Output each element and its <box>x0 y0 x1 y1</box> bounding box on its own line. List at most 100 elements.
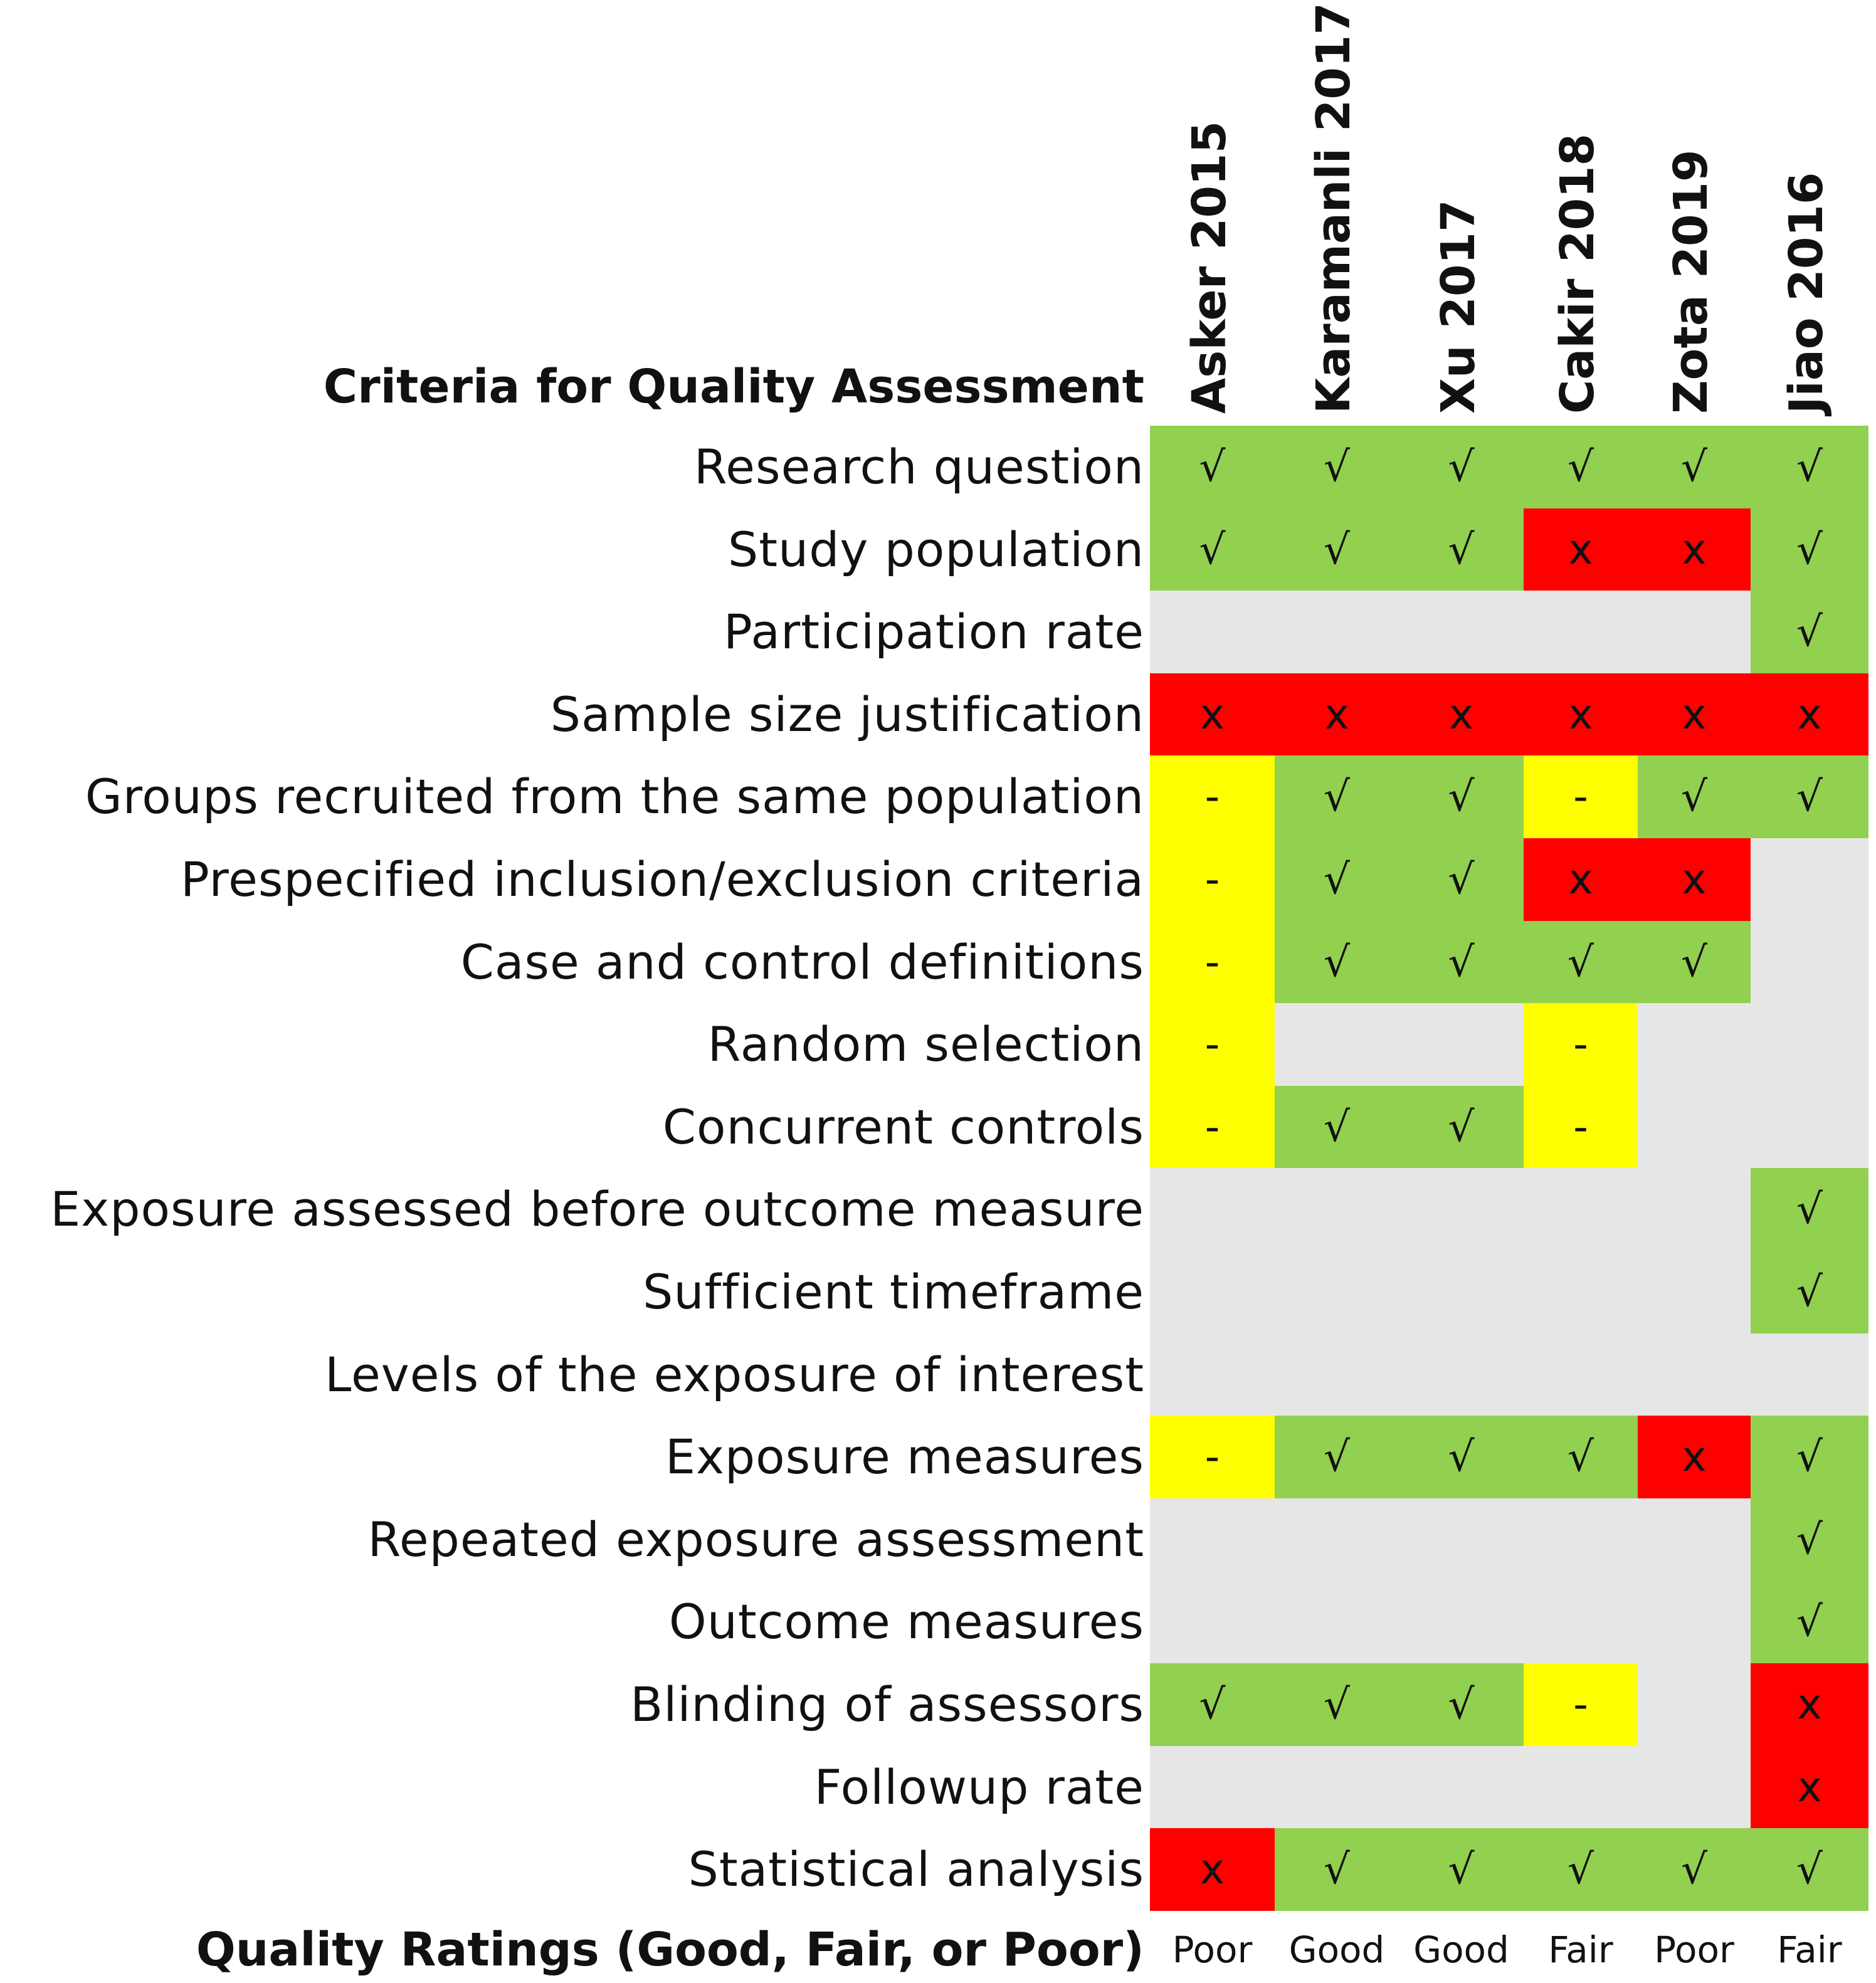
assessment-cell: √ <box>1751 1828 1868 1911</box>
assessment-cell <box>1638 1581 1751 1663</box>
assessment-cell: - <box>1150 1416 1275 1498</box>
assessment-cell: x <box>1751 1746 1868 1828</box>
assessment-cell <box>1150 1251 1275 1333</box>
study-header: Karamanli 2017 <box>1275 0 1399 426</box>
assessment-cell: √ <box>1275 508 1399 591</box>
criterion-label: Exposure measures <box>665 1429 1144 1485</box>
study-header: Zota 2019 <box>1638 0 1751 426</box>
assessment-cell: x <box>1751 673 1868 755</box>
assessment-cell <box>1399 591 1524 673</box>
study-header-label: Jiao 2016 <box>1779 172 1833 414</box>
assessment-cell: √ <box>1399 755 1524 838</box>
assessment-cell: √ <box>1751 755 1868 838</box>
criterion-label: Levels of the exposure of interest <box>324 1347 1144 1402</box>
assessment-cell: x <box>1399 673 1524 755</box>
assessment-cell: - <box>1524 1663 1638 1746</box>
assessment-cell: √ <box>1524 426 1638 508</box>
assessment-cell: √ <box>1399 838 1524 921</box>
assessment-cell <box>1275 1168 1399 1251</box>
assessment-cell: √ <box>1751 508 1868 591</box>
criterion-label: Exposure assessed before outcome measure <box>50 1181 1144 1237</box>
assessment-cell: √ <box>1150 426 1275 508</box>
study-header: Cakir 2018 <box>1524 0 1638 426</box>
criterion-label: Research question <box>693 439 1144 495</box>
assessment-cell: √ <box>1638 426 1751 508</box>
assessment-cell: √ <box>1751 1168 1868 1251</box>
assessment-cell: - <box>1150 921 1275 1003</box>
assessment-cell: √ <box>1275 921 1399 1003</box>
rating-value: Poor <box>1172 1928 1253 1971</box>
criterion-label: Repeated exposure assessment <box>367 1512 1144 1567</box>
assessment-cell: - <box>1524 755 1638 838</box>
criterion-label: Sufficient timeframe <box>643 1264 1144 1320</box>
assessment-cell <box>1399 1333 1524 1416</box>
assessment-cell: √ <box>1399 508 1524 591</box>
assessment-cell <box>1275 1581 1399 1663</box>
study-header: Xu 2017 <box>1399 0 1524 426</box>
assessment-cell <box>1638 1663 1751 1746</box>
criterion-label: Statistical analysis <box>688 1841 1144 1897</box>
assessment-cell: √ <box>1399 1416 1524 1498</box>
criterion-label: Participation rate <box>724 604 1144 660</box>
assessment-cell: x <box>1751 1663 1868 1746</box>
assessment-cell: - <box>1150 1003 1275 1086</box>
assessment-cell: - <box>1524 1086 1638 1168</box>
assessment-cell: √ <box>1150 1663 1275 1746</box>
assessment-cell: x <box>1275 673 1399 755</box>
assessment-cell <box>1275 1251 1399 1333</box>
assessment-cell: √ <box>1399 426 1524 508</box>
assessment-cell: - <box>1524 1003 1638 1086</box>
assessment-cell <box>1751 921 1868 1003</box>
assessment-cell: √ <box>1275 426 1399 508</box>
assessment-cell <box>1275 1746 1399 1828</box>
assessment-cell: x <box>1524 673 1638 755</box>
assessment-cell: √ <box>1399 921 1524 1003</box>
assessment-cell: √ <box>1399 1663 1524 1746</box>
criterion-label: Blinding of assessors <box>630 1676 1144 1732</box>
assessment-cell: √ <box>1751 1581 1868 1663</box>
assessment-cell: √ <box>1751 426 1868 508</box>
assessment-cell <box>1751 1003 1868 1086</box>
assessment-cell: x <box>1150 673 1275 755</box>
criterion-label: Sample size justification <box>550 686 1144 742</box>
assessment-cell: √ <box>1150 508 1275 591</box>
assessment-cell <box>1399 1746 1524 1828</box>
rating-value: Poor <box>1654 1928 1734 1971</box>
assessment-cell <box>1150 1498 1275 1581</box>
assessment-cell: √ <box>1399 1086 1524 1168</box>
criterion-label: Study population <box>727 522 1144 577</box>
assessment-cell <box>1638 1746 1751 1828</box>
study-header-label: Karamanli 2017 <box>1307 3 1361 414</box>
study-header: Jiao 2016 <box>1751 0 1868 426</box>
assessment-cell <box>1150 1581 1275 1663</box>
assessment-cell: √ <box>1751 1498 1868 1581</box>
assessment-cell <box>1524 1498 1638 1581</box>
assessment-cell <box>1399 1003 1524 1086</box>
assessment-cell <box>1275 591 1399 673</box>
rating-value: Good <box>1288 1928 1385 1971</box>
assessment-cell: √ <box>1524 1828 1638 1911</box>
assessment-cell: √ <box>1399 1828 1524 1911</box>
assessment-cell <box>1399 1168 1524 1251</box>
assessment-cell: x <box>1638 508 1751 591</box>
assessment-cell: √ <box>1751 1416 1868 1498</box>
assessment-cell <box>1524 1581 1638 1663</box>
assessment-cell <box>1638 1498 1751 1581</box>
assessment-cell <box>1150 591 1275 673</box>
criterion-label: Case and control definitions <box>460 934 1144 990</box>
criterion-label: Prespecified inclusion/exclusion criteri… <box>181 851 1144 907</box>
assessment-cell <box>1638 1251 1751 1333</box>
assessment-cell: x <box>1150 1828 1275 1911</box>
assessment-cell <box>1275 1003 1399 1086</box>
study-header-label: Asker 2015 <box>1182 121 1236 414</box>
rating-value: Fair <box>1777 1928 1842 1971</box>
assessment-cell <box>1150 1168 1275 1251</box>
assessment-cell: x <box>1638 673 1751 755</box>
assessment-cell: √ <box>1524 921 1638 1003</box>
assessment-cell: √ <box>1638 1828 1751 1911</box>
assessment-cell: √ <box>1275 1828 1399 1911</box>
assessment-cell: √ <box>1524 1416 1638 1498</box>
assessment-cell <box>1638 1333 1751 1416</box>
rating-value: Good <box>1413 1928 1509 1971</box>
